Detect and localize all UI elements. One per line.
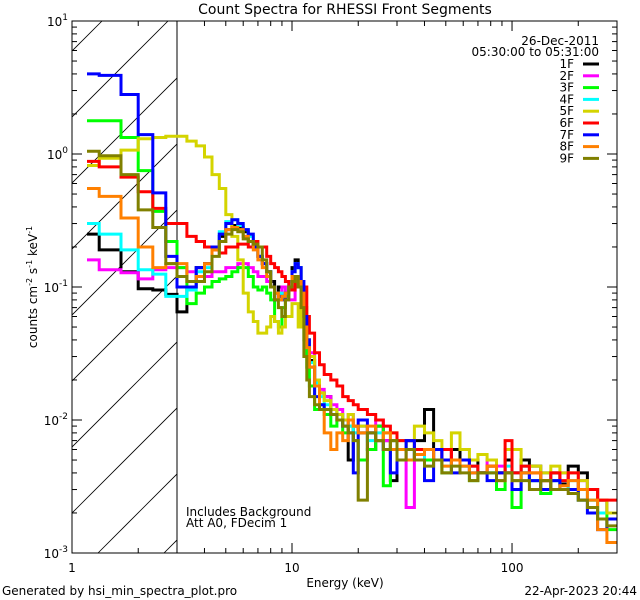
hatch-line bbox=[362, 0, 640, 553]
legend-label: 4F bbox=[559, 92, 574, 106]
y-tick-label: 101 bbox=[47, 13, 68, 29]
hatch-line bbox=[72, 21, 169, 118]
annotation-background: Includes Background bbox=[186, 505, 311, 519]
legend-label: 5F bbox=[559, 104, 574, 118]
x-axis-label: Energy (keV) bbox=[306, 576, 383, 590]
hatch-line bbox=[72, 209, 177, 316]
y-tick-label: 10-2 bbox=[44, 412, 68, 428]
x-tick-label: 1 bbox=[68, 561, 76, 575]
legend-label: 1F bbox=[559, 57, 574, 71]
y-axis-label: counts cm-2 s-1 keV-1 bbox=[25, 226, 40, 348]
legend-label: 2F bbox=[559, 69, 574, 83]
series-7F bbox=[87, 72, 617, 532]
y-tick-label: 10-3 bbox=[44, 545, 68, 561]
legend-label: 9F bbox=[559, 151, 574, 165]
hatch-line bbox=[72, 143, 177, 250]
hatch-line bbox=[72, 407, 177, 514]
chart-title: Count Spectra for RHESSI Front Segments bbox=[198, 2, 492, 18]
legend-label: 8F bbox=[559, 140, 574, 154]
x-tick-label: 10 bbox=[284, 561, 299, 575]
y-tick-label: 10-1 bbox=[44, 279, 68, 295]
y-tick-label: 100 bbox=[47, 146, 68, 162]
time-range-label: 05:30:00 to 05:31:00 bbox=[472, 45, 599, 59]
annotation-attenuator: Att A0, FDecim 1 bbox=[186, 516, 287, 530]
footer-timestamp: 22-Apr-2023 20:44 bbox=[524, 584, 637, 598]
legend-label: 7F bbox=[559, 128, 574, 142]
footer-generated-by: Generated by hsi_min_spectra_plot.pro bbox=[2, 584, 237, 598]
legend-label: 6F bbox=[559, 116, 574, 130]
hatch-line bbox=[626, 0, 640, 553]
hatched-region bbox=[72, 0, 640, 553]
series-6F bbox=[87, 159, 617, 502]
series-9F bbox=[87, 149, 617, 528]
date-label: 26-Dec-2011 bbox=[521, 34, 599, 48]
legend-label: 3F bbox=[559, 81, 574, 95]
hatch-line bbox=[72, 77, 177, 184]
x-tick-label: 100 bbox=[501, 561, 524, 575]
